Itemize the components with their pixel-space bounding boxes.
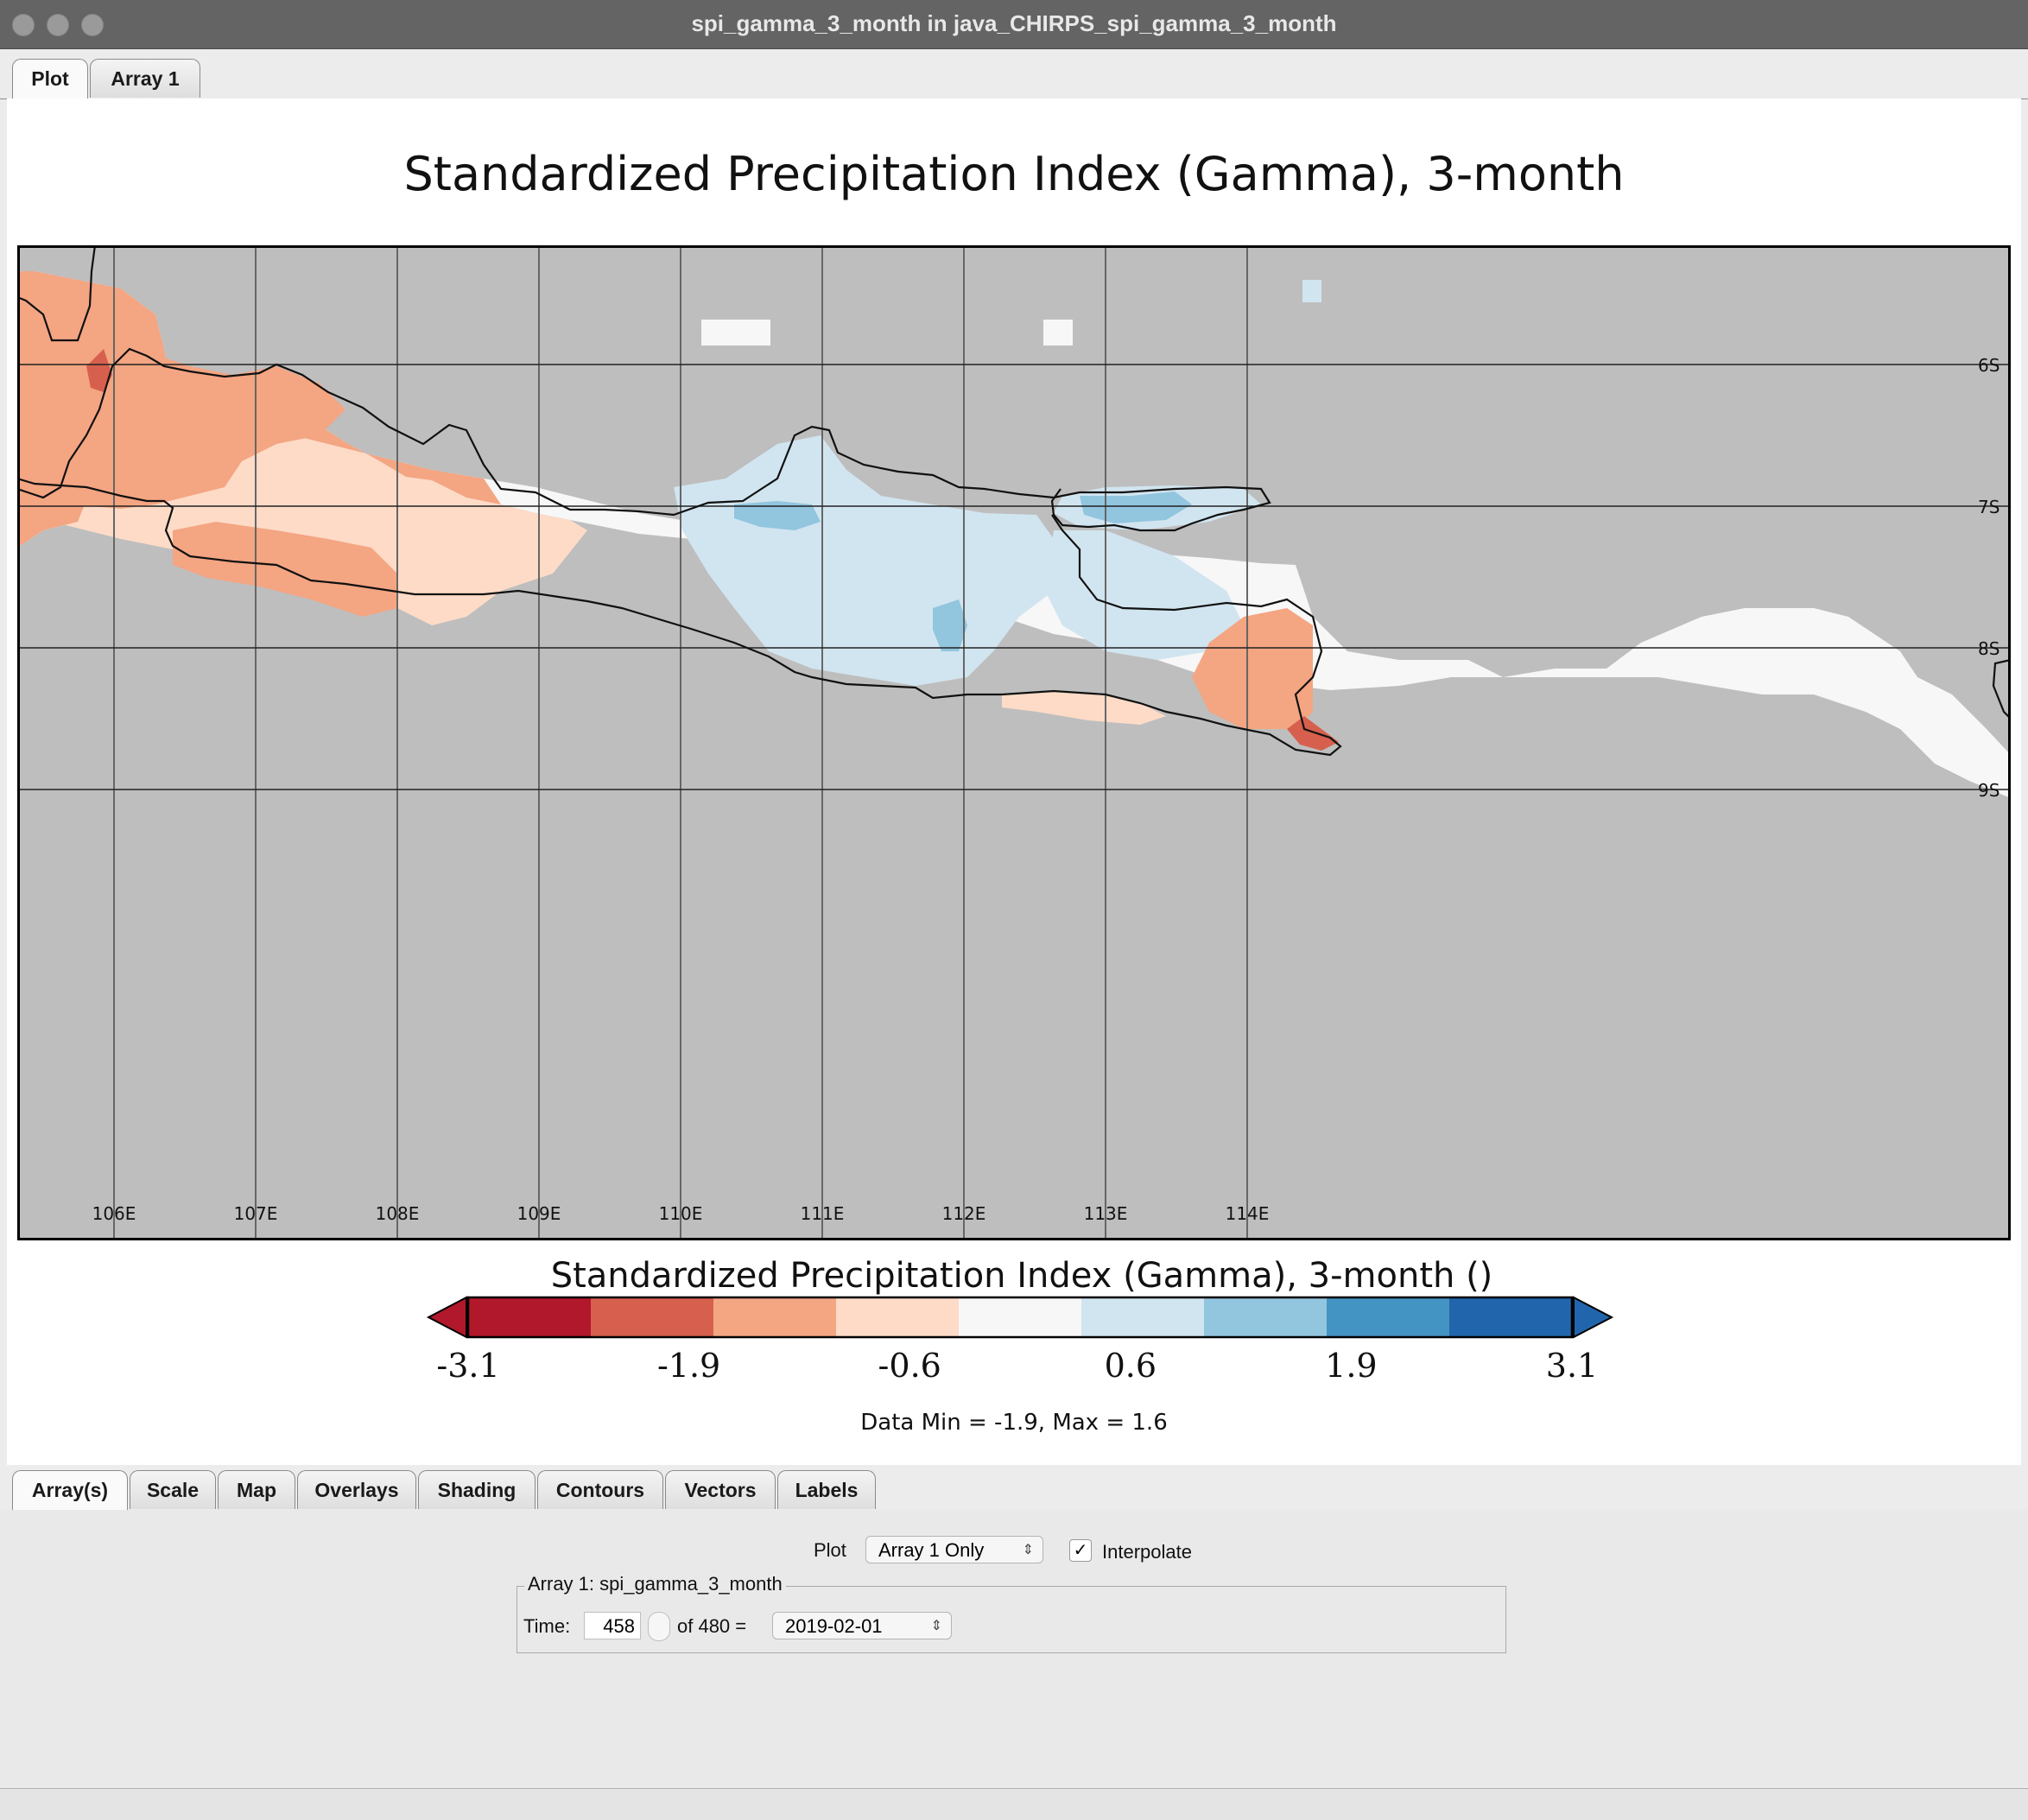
settings-tab-bar: Array(s) Scale Map Overlays Shading Cont… bbox=[0, 1470, 2028, 1511]
colorbar: Standardized Precipitation Index (Gamma)… bbox=[426, 1256, 1614, 1385]
colorbar-ticks: -3.1 -1.9 -0.6 0.6 1.9 3.1 bbox=[436, 1347, 1598, 1385]
lon-tick-label: 113E bbox=[1084, 1203, 1128, 1224]
tab-scale[interactable]: Scale bbox=[130, 1470, 216, 1509]
shade-mid-blue-madura bbox=[1080, 491, 1192, 523]
interpolate-label: Interpolate bbox=[1102, 1541, 1192, 1563]
lat-tick-label: 9S bbox=[1978, 780, 1999, 801]
lat-tick-label: 8S bbox=[1978, 638, 1999, 659]
colorbar-box bbox=[1081, 1297, 1204, 1337]
lon-tick-label: 107E bbox=[234, 1203, 278, 1224]
map-plot[interactable]: 106E 107E 108E 109E 110E 111E 112E 113E 114E 6S 7… bbox=[17, 245, 2011, 1240]
top-tab-bar: Plot Array 1 bbox=[0, 59, 2028, 99]
plot-label: Plot bbox=[814, 1539, 846, 1561]
time-label: Time: bbox=[523, 1615, 571, 1637]
colorbar-tick-label: 1.9 bbox=[1325, 1347, 1377, 1385]
lat-tick-label: 6S bbox=[1978, 355, 1999, 376]
lon-tick-label: 110E bbox=[659, 1203, 703, 1224]
shade-pink-west-interior bbox=[17, 271, 501, 548]
island-bawean bbox=[1043, 320, 1073, 346]
shade-mid-blue-north bbox=[734, 501, 821, 530]
colorbar-box bbox=[836, 1297, 959, 1337]
lon-tick-label: 106E bbox=[92, 1203, 136, 1224]
colorbar-box bbox=[1204, 1297, 1327, 1337]
small-islands bbox=[701, 280, 1321, 346]
shade-red-east-tip bbox=[1287, 716, 1339, 751]
colorbar-low-arrow bbox=[426, 1296, 467, 1339]
sumatra-coast bbox=[17, 245, 97, 342]
plot-mode-value: Array 1 Only bbox=[878, 1539, 985, 1561]
colorbar-boxes bbox=[426, 1296, 1614, 1339]
chevron-updown-icon: ⇕ bbox=[1022, 1543, 1034, 1557]
plot-mode-combo[interactable]: Array 1 Only ⇕ bbox=[865, 1536, 1043, 1563]
time-total-label: of 480 = bbox=[677, 1615, 747, 1637]
tab-plot[interactable]: Plot bbox=[12, 59, 88, 99]
interpolate-checkbox[interactable]: ✓ bbox=[1069, 1539, 1092, 1562]
date-value: 2019-02-01 bbox=[785, 1615, 883, 1637]
status-strip bbox=[0, 1788, 2028, 1820]
shade-pink-southeast bbox=[1002, 690, 1166, 725]
longitude-labels: 106E 107E 108E 109E 110E 111E 112E 113E 114E bbox=[92, 1203, 1270, 1224]
colorbar-box bbox=[468, 1297, 591, 1337]
lon-tick-label: 108E bbox=[376, 1203, 420, 1224]
latitude-labels: 6S 7S 8S 9S bbox=[1978, 355, 1999, 801]
colorbar-tick-label: -0.6 bbox=[878, 1347, 941, 1385]
plot-panel: Standardized Precipitation Index (Gamma)… bbox=[7, 98, 2021, 1465]
colorbar-frame bbox=[466, 1296, 1574, 1339]
shade-light-blue-east bbox=[1045, 530, 1244, 660]
close-window-button[interactable] bbox=[12, 14, 35, 36]
colorbar-tick-label: -3.1 bbox=[436, 1347, 499, 1385]
chevron-updown-icon: ⇕ bbox=[930, 1619, 942, 1633]
tab-overlays[interactable]: Overlays bbox=[297, 1470, 416, 1509]
map-frame bbox=[17, 245, 2011, 1240]
lon-tick-label: 112E bbox=[942, 1203, 986, 1224]
island-kangean bbox=[1302, 280, 1321, 302]
shade-mid-blue-patch bbox=[933, 599, 967, 651]
colorbar-title: Standardized Precipitation Index (Gamma)… bbox=[551, 1256, 1493, 1296]
array-group-box: Array 1: spi_gamma_3_month bbox=[517, 1573, 1506, 1653]
array-group-title: Array 1: spi_gamma_3_month bbox=[524, 1573, 786, 1595]
window-titlebar: spi_gamma_3_month in java_CHIRPS_spi_gam… bbox=[0, 0, 2028, 49]
tab-array-1[interactable]: Array 1 bbox=[90, 59, 200, 98]
colorbar-tick-label: 0.6 bbox=[1105, 1347, 1157, 1385]
time-index-input[interactable]: 458 bbox=[584, 1612, 641, 1639]
date-combo[interactable]: 2019-02-01 ⇕ bbox=[772, 1612, 952, 1639]
java-coastline bbox=[17, 347, 1342, 757]
tab-labels[interactable]: Labels bbox=[777, 1470, 876, 1509]
java-shading bbox=[17, 271, 2011, 798]
colorbar-tick-label: 3.1 bbox=[1546, 1347, 1598, 1385]
colorbar-box bbox=[959, 1297, 1081, 1337]
tab-vectors[interactable]: Vectors bbox=[665, 1470, 776, 1509]
tab-contours[interactable]: Contours bbox=[537, 1470, 663, 1509]
colorbar-box bbox=[591, 1297, 713, 1337]
zoom-window-button[interactable] bbox=[81, 14, 104, 36]
lon-tick-label: 111E bbox=[801, 1203, 845, 1224]
colorbar-high-arrow bbox=[1573, 1296, 1614, 1339]
tab-map[interactable]: Map bbox=[218, 1470, 295, 1509]
data-range-label: Data Min = -1.9, Max = 1.6 bbox=[860, 1410, 1168, 1436]
tab-shading[interactable]: Shading bbox=[418, 1470, 536, 1509]
colorbar-box bbox=[1327, 1297, 1449, 1337]
lon-tick-label: 109E bbox=[517, 1203, 561, 1224]
colorbar-tick-label: -1.9 bbox=[657, 1347, 720, 1385]
plot-title: Standardized Precipitation Index (Gamma)… bbox=[403, 147, 1625, 201]
time-spinner[interactable] bbox=[648, 1612, 670, 1641]
lat-tick-label: 7S bbox=[1978, 497, 1999, 517]
lon-tick-label: 114E bbox=[1226, 1203, 1270, 1224]
map-background bbox=[17, 245, 2011, 1240]
window-title: spi_gamma_3_month in java_CHIRPS_spi_gam… bbox=[691, 10, 1337, 36]
bali-coast bbox=[1992, 658, 2011, 720]
minimize-window-button[interactable] bbox=[47, 14, 69, 36]
shade-pink-east bbox=[1192, 608, 1313, 729]
tab-arrays[interactable]: Array(s) bbox=[12, 1470, 128, 1511]
colorbar-box bbox=[713, 1297, 836, 1337]
shade-red-west-tip bbox=[86, 349, 112, 392]
map-gridlines bbox=[17, 245, 2011, 1240]
island-karimunjawa bbox=[701, 320, 770, 346]
colorbar-box bbox=[1449, 1297, 1572, 1337]
